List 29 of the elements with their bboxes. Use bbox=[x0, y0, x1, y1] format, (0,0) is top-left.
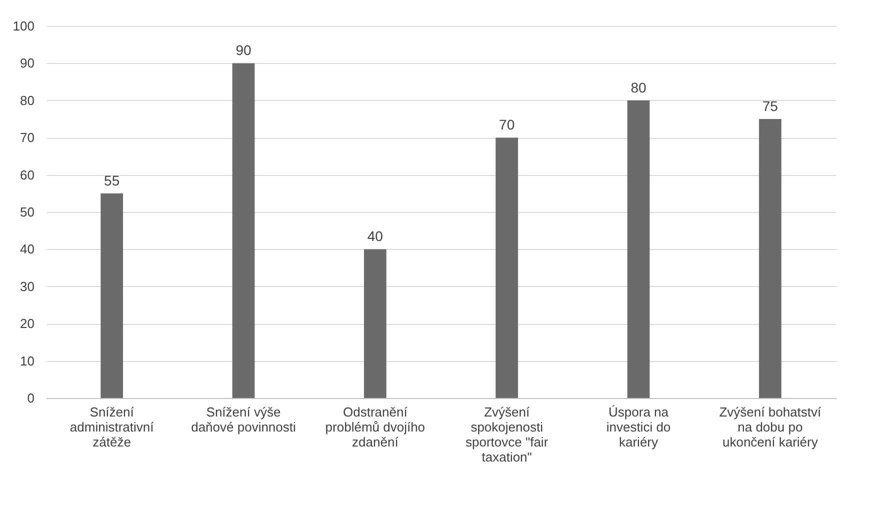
y-tick-label: 0 bbox=[27, 390, 34, 406]
y-tick-label: 100 bbox=[12, 18, 34, 34]
y-tick-label: 50 bbox=[20, 204, 34, 220]
data-label: 80 bbox=[630, 79, 646, 96]
x-tick-label: Snížení výše daňové povinnosti bbox=[191, 404, 296, 434]
y-tick-label: 90 bbox=[20, 56, 34, 71]
bar bbox=[758, 119, 782, 398]
x-tick-label: Úspora na investici do kariéry bbox=[606, 404, 671, 450]
y-tick-label: 20 bbox=[20, 316, 34, 332]
data-label: 75 bbox=[762, 98, 778, 114]
data-label: 40 bbox=[367, 228, 384, 244]
x-tick-label: Zvýšení spokojenosti sportovce "fair taxation" bbox=[466, 404, 549, 464]
y-tick-label: 30 bbox=[20, 278, 34, 294]
x-tick-label: Odstranění problémů dvojího zdanění bbox=[325, 404, 426, 450]
bar bbox=[496, 138, 518, 398]
bar bbox=[364, 249, 386, 398]
bar bbox=[232, 63, 255, 398]
x-tick-label: Zvýšení bohatství na dobu po ukončení kariéry bbox=[719, 404, 822, 450]
bar bbox=[100, 193, 124, 398]
y-tick-label: 70 bbox=[20, 130, 34, 146]
y-tick-label: 80 bbox=[20, 92, 34, 108]
data-label: 70 bbox=[499, 116, 515, 133]
x-tick-label: Snížení administrativní zátěže bbox=[70, 404, 154, 450]
y-tick-label: 10 bbox=[20, 353, 34, 368]
data-label: 55 bbox=[104, 172, 120, 188]
data-label: 90 bbox=[236, 42, 252, 58]
bar bbox=[627, 100, 650, 398]
y-tick-label: 60 bbox=[20, 167, 34, 182]
y-tick-label: 40 bbox=[20, 242, 34, 257]
